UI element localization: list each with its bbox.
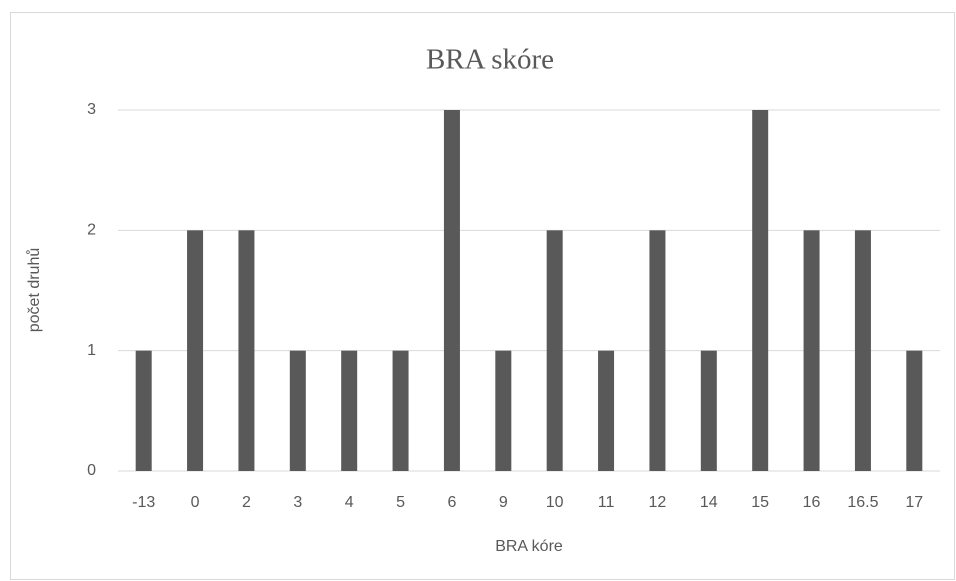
bar bbox=[598, 350, 615, 471]
bar bbox=[906, 350, 923, 471]
bar bbox=[135, 350, 152, 471]
x-tick-label: 4 bbox=[345, 494, 354, 511]
x-tick-label: 10 bbox=[546, 494, 564, 511]
y-tick-label: 0 bbox=[87, 462, 96, 479]
bar bbox=[803, 230, 820, 471]
x-tick-label: 16 bbox=[803, 494, 821, 511]
x-tick-label: 6 bbox=[447, 494, 456, 511]
chart-title: BRA skóre bbox=[426, 44, 554, 76]
x-tick-label: 0 bbox=[191, 494, 200, 511]
bar bbox=[700, 350, 717, 471]
bar bbox=[495, 350, 512, 471]
bar bbox=[443, 110, 460, 471]
y-tick-label: 1 bbox=[87, 342, 96, 359]
y-tick-label: 3 bbox=[87, 101, 96, 118]
x-tick-label: 3 bbox=[293, 494, 302, 511]
bar bbox=[341, 350, 358, 471]
bar bbox=[649, 230, 666, 471]
x-tick-label: 16.5 bbox=[847, 494, 878, 511]
x-tick-label: 2 bbox=[242, 494, 251, 511]
bar bbox=[392, 350, 409, 471]
y-axis-title: počet druhů bbox=[25, 248, 43, 333]
bar bbox=[187, 230, 204, 471]
y-tick-label: 2 bbox=[87, 222, 96, 239]
bar bbox=[238, 230, 255, 471]
bar bbox=[752, 110, 769, 471]
bar bbox=[289, 350, 306, 471]
x-tick-label: 15 bbox=[751, 494, 769, 511]
x-tick-label: 11 bbox=[598, 494, 615, 511]
chart-border bbox=[10, 12, 955, 580]
x-tick-label: 12 bbox=[649, 494, 667, 511]
x-tick-label: 9 bbox=[499, 494, 508, 511]
bar bbox=[854, 230, 871, 471]
x-axis-title: BRA kóre bbox=[495, 538, 563, 555]
bar bbox=[546, 230, 563, 471]
x-tick-label: -13 bbox=[132, 494, 155, 511]
x-tick-label: 5 bbox=[396, 494, 405, 511]
x-tick-label: 14 bbox=[700, 494, 718, 511]
x-tick-label: 17 bbox=[905, 494, 923, 511]
